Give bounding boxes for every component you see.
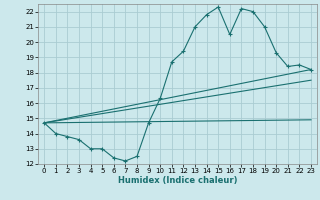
X-axis label: Humidex (Indice chaleur): Humidex (Indice chaleur) <box>118 176 237 185</box>
